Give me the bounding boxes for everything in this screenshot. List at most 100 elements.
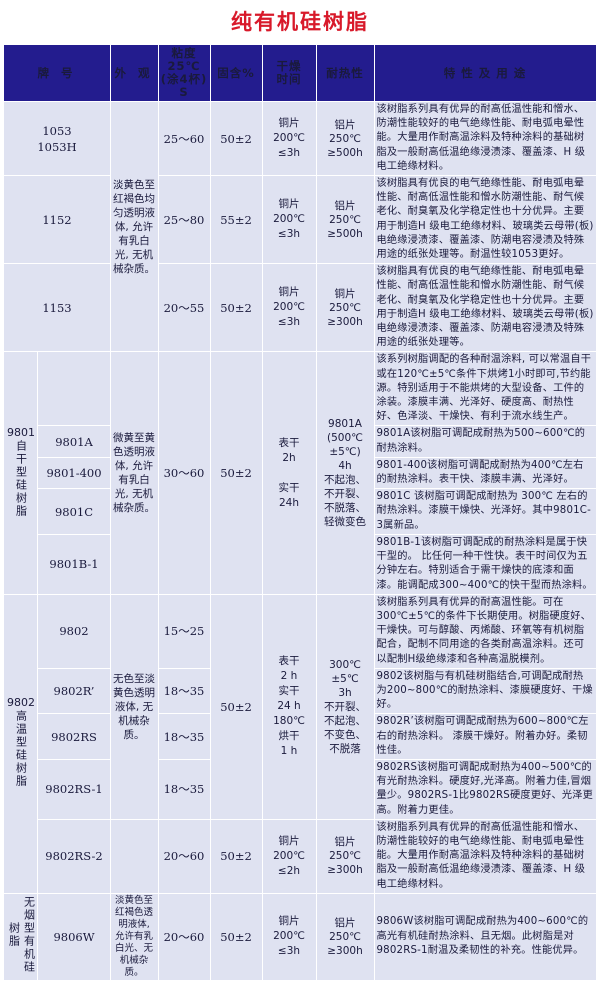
cell-brand: 9801B-1 (37, 533, 111, 595)
cell-description: 9801-400该树脂可调配成耐热为400℃左右的耐热涂料。表干快、漆膜丰满、光… (373, 456, 597, 490)
heat-line6: 不开裂、 (324, 488, 366, 501)
heat-line2: 250℃ (329, 301, 361, 314)
dry-line1: 铜片 (278, 915, 300, 928)
table-row: 9801 自干型硅树脂 微黄至黄色透明液体, 允许有乳白光, 无机械杂质。 30… (3, 351, 597, 595)
cell-viscosity: 18～35 (157, 667, 211, 715)
cell-heat-resistance: 铜片 250℃ ≥300h (315, 263, 375, 353)
heat-line5: 不起泡、 (324, 474, 366, 487)
heat-line2: 250℃ (329, 213, 361, 226)
cell-dry-time: 铜片 200℃ ≤3h (261, 100, 317, 177)
cell-brand: 9802 (37, 593, 111, 669)
cell-dry-time: 铜片 200℃ ≤3h (261, 175, 317, 265)
cell-solid-content: 50±2 (209, 593, 263, 820)
heat-line3: ≥300h (327, 944, 363, 957)
cell-heat-resistance: 铝片 250℃ ≥300h (315, 818, 375, 894)
cell-solid-content: 50±2 (209, 892, 263, 981)
heat-line2: 250℃ (329, 930, 361, 943)
heat-line3: ≥300h (327, 315, 363, 328)
dry-line3: 实干 (278, 685, 300, 698)
dry-line1: 表干 (278, 655, 300, 668)
cell-dry-time: 表干 2h 实干 24h (261, 351, 317, 595)
heat-line4: 不开裂、 (324, 700, 366, 713)
cell-description: 该树脂具有优良的电气绝缘性能、耐电弧电晕性能、耐高低温性能和憎水防潮性能、耐气候… (373, 263, 597, 353)
cell-brand: 9802RS-2 (37, 818, 111, 894)
col-header-brand: 牌 号 (3, 44, 111, 102)
heat-line1: 300℃ (329, 658, 361, 671)
cell-viscosity: 30～60 (157, 351, 211, 595)
heat-line3: 3h (338, 686, 352, 699)
heat-line1: 铜片 (334, 287, 356, 300)
cell-description: 9802该树脂与有机硅树脂结合,可调配成耐热为200~800℃的耐热涂料、漆膜硬… (373, 667, 597, 715)
heat-line1: 铝片 (334, 836, 356, 849)
heat-line3: ±5℃) (329, 446, 361, 459)
cell-appearance: 无色至淡黄色透明液体, 无机械杂质。 (109, 593, 159, 820)
cell-description: 9801B-1该树脂可调配成的耐热涂料是属于快干型的。 比任何一种干性快。表干时… (373, 533, 597, 595)
cell-description: 该树脂系列具有优异的耐高低温性能和憎水、防潮性能较好的电气绝缘性能、耐电弧电晕性… (373, 818, 597, 894)
cell-description: 该系列树脂调配的各种耐温涂料, 可以常温自干或在120℃±5℃条件下烘烤1小时即… (373, 351, 597, 427)
table-row: 1053 1053H 淡黄色至红褐色均匀透明液体, 允许有乳白光, 无机械杂质。… (3, 100, 597, 353)
cell-dry-time: 铜片 200℃ ≤3h (261, 263, 317, 353)
cell-viscosity: 20～55 (157, 263, 211, 353)
cell-heat-resistance: 铝片 250℃ ≥500h (315, 100, 375, 177)
dry-line5: 180℃ (273, 715, 305, 728)
dry-line3: 实干 (278, 481, 300, 494)
col-header-heat-resistance: 耐热性 (315, 44, 375, 102)
spec-table: 牌 号 外 观 粘度25℃ (涂4杯) S 固含% 干燥 时间 耐热性 特 性 … (3, 44, 597, 981)
table-row: 无烟型有机硅树脂 9806W 淡黄色至红褐色透明液体, 允许有乳白光、无机械杂质… (3, 892, 597, 981)
cell-brand: 9802R’ (37, 667, 111, 715)
cell-group-label-9806: 无烟型有机硅树脂 (3, 892, 39, 981)
cell-viscosity: 18～35 (157, 758, 211, 820)
dry-line2: 200℃ (273, 930, 305, 943)
heat-line2: (500℃ (327, 432, 363, 445)
dry-line2: 时间 (276, 72, 302, 86)
dry-line2: 200℃ (273, 213, 305, 226)
heat-line5: 不起泡、 (324, 714, 366, 727)
dry-line4: 24 h (277, 700, 301, 713)
heat-line2: ±5℃ (331, 672, 359, 685)
col-header-dry-time: 干燥 时间 (261, 44, 317, 102)
cell-group-label-9802: 9802 高温型硅树脂 (3, 593, 39, 894)
dry-line1: 表干 (278, 436, 300, 449)
table-row: 1153 20～55 50±2 铜片 200℃ ≤3h 铜片 250℃ ≥300… (3, 263, 597, 353)
cell-group-label-9801: 9801 自干型硅树脂 (3, 351, 39, 595)
heat-line3: ≥500h (327, 227, 363, 240)
group-label-vertical: 无烟型有机硅树脂 (7, 895, 36, 974)
cell-viscosity: 18～35 (157, 713, 211, 760)
dry-line2: 200℃ (273, 132, 305, 144)
heat-line1: 铝片 (334, 118, 356, 131)
cell-solid-content: 50±2 (209, 100, 263, 177)
col-header-appearance: 外 观 (109, 44, 159, 102)
dry-line2: 2h (282, 451, 296, 464)
brand-line2: 1053H (37, 139, 77, 154)
cell-viscosity: 25～60 (157, 100, 211, 177)
cell-viscosity: 20～60 (157, 892, 211, 981)
cell-viscosity: 15～25 (157, 593, 211, 669)
table-row: 9801B-1 9801B-1该树脂可调配成的耐热涂料是属于快干型的。 比任何一… (4, 533, 597, 595)
group-label-vertical: 高温型硅树脂 (14, 710, 28, 789)
heat-line1: 铝片 (334, 916, 356, 929)
dry-line2: 200℃ (273, 849, 305, 862)
table-row: 9802R’ 18～35 9802该树脂与有机硅树脂结合,可调配成耐热为200~… (4, 667, 597, 715)
dry-line1: 铜片 (278, 286, 300, 299)
viscosity-line2: (涂4杯) (160, 72, 208, 86)
dry-line1: 铜片 (278, 834, 300, 847)
cell-description: 该树脂具有优良的电气绝缘性能、耐电弧电晕性能、耐高低温性能和憎水防潮性能、耐气候… (373, 175, 597, 265)
dry-line3: ≤3h (277, 228, 301, 241)
cell-brand: 9802RS (37, 713, 111, 760)
cell-heat-resistance: 铝片 250℃ ≥300h (315, 892, 375, 981)
cell-solid-content: 50±2 (209, 351, 263, 595)
group-label-top: 9802 (6, 696, 35, 710)
cell-appearance: 淡黄色至红褐色均匀透明液体, 允许有乳白光, 无机械杂质。 (109, 100, 159, 353)
cell-solid-content: 50±2 (209, 263, 263, 353)
viscosity-line3: S (179, 85, 189, 99)
heat-line8: 轻微变色 (324, 516, 366, 529)
table-row: 1152 25～80 55±2 铜片 200℃ ≤3h 铝片 250℃ ≥500… (3, 175, 597, 265)
cell-description: 9802R’该树脂可调配成耐热为600~800℃左右的耐热涂料。 漆膜干燥好。附… (373, 713, 597, 760)
cell-dry-time: 表干 2 h 实干 24 h 180℃ 烘干 1 h (261, 593, 317, 820)
dry-line7: 1 h (280, 745, 298, 758)
heat-line2: 250℃ (329, 850, 361, 863)
heat-line1: 铝片 (334, 199, 356, 212)
cell-brand: 1152 (3, 175, 111, 265)
heat-line4: 4h (338, 460, 352, 473)
heat-line2: 250℃ (329, 132, 361, 145)
